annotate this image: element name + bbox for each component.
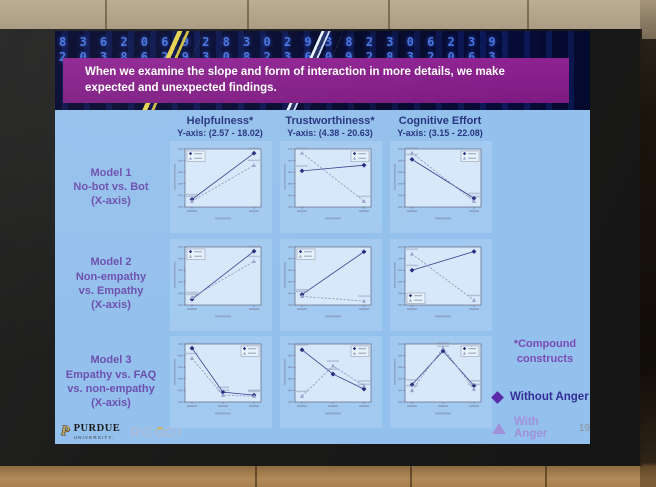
legend-with-anger: With Anger 19 — [492, 416, 590, 440]
column-header-cognitive-effort: Cognitive Effort Y-axis: (3.15 - 22.08) — [375, 115, 505, 138]
footer-logos: P PURDUE UNIVERSITY. RC DI — [61, 422, 183, 442]
legend-without-label: Without Anger — [510, 391, 589, 403]
wall-seam — [410, 466, 412, 487]
mini-plot-m2-trustworthiness — [280, 239, 382, 331]
rcodi-text-left: RC — [130, 424, 154, 440]
legend-without-anger: Without Anger — [491, 390, 589, 404]
slide-title: When we examine the slope and form of in… — [85, 66, 505, 95]
presentation-slide: 8 3 6 2 0 6 9 2 8 3 0 2 9 3 8 2 3 0 6 2 … — [55, 31, 590, 444]
right-wall-shadow — [640, 0, 656, 487]
row-label-model-1: Model 1 No-bot vs. Bot (X-axis) — [73, 166, 149, 208]
triangle-marker-icon — [492, 422, 506, 434]
mini-plot-m1-cognitive-effort — [390, 141, 492, 233]
rcodi-globe-icon — [154, 427, 165, 437]
purdue-logo: P PURDUE UNIVERSITY. — [61, 423, 121, 440]
wall-seam — [105, 0, 107, 29]
column-header-helpfulness: Helpfulness* Y-axis: (2.57 - 18.02) — [155, 115, 285, 138]
wall-seam — [255, 466, 257, 487]
page-number: 19 — [578, 422, 590, 434]
column-yaxis-range: Y-axis: (2.57 - 18.02) — [177, 128, 263, 138]
rcodi-logo: RC DI — [130, 424, 182, 440]
legend-with-label: With Anger — [514, 416, 548, 440]
mini-plot-m3-helpfulness — [170, 336, 272, 428]
mini-plot-m3-trustworthiness — [280, 336, 382, 428]
purdue-wordmark: PURDUE — [73, 423, 121, 434]
row-label-model-3: Model 3 Empathy vs. FAQ vs. non-empathy … — [65, 354, 157, 410]
wall-seam — [527, 0, 529, 29]
row-label-model-2: Model 2 Non-empathy vs. Empathy (X-axis) — [75, 256, 147, 312]
wall-bottom — [0, 466, 656, 487]
mini-plot-m1-helpfulness — [170, 141, 272, 233]
column-yaxis-range: Y-axis: (3.15 - 22.08) — [397, 128, 483, 138]
compound-constructs-footnote: *Compound constructs — [513, 338, 577, 365]
slide-title-banner: When we examine the slope and form of in… — [63, 58, 569, 103]
tv-screen: 8 3 6 2 0 6 9 2 8 3 0 2 9 3 8 2 3 0 6 2 … — [0, 29, 642, 466]
mini-plot-m1-trustworthiness — [280, 141, 382, 233]
column-title: Cognitive Effort — [398, 115, 482, 127]
purdue-p-icon: P — [61, 424, 70, 439]
wall-seam — [247, 0, 249, 29]
mini-plot-m3-cognitive-effort — [390, 336, 492, 428]
column-header-trustworthiness: Trustworthiness* Y-axis: (4.38 - 20.63) — [265, 115, 395, 138]
mini-plot-m2-helpfulness — [170, 239, 272, 331]
diamond-marker-icon — [491, 390, 504, 404]
column-title: Trustworthiness* — [285, 115, 375, 127]
wall-top — [0, 0, 656, 29]
mini-plot-m2-cognitive-effort — [390, 239, 492, 331]
wall-seam — [388, 0, 390, 29]
column-yaxis-range: Y-axis: (4.38 - 20.63) — [287, 128, 373, 138]
column-title: Helpfulness* — [186, 115, 254, 127]
wall-seam — [545, 466, 547, 487]
purdue-university-text: UNIVERSITY. — [73, 434, 115, 440]
rcodi-text-right: DI — [165, 424, 183, 440]
